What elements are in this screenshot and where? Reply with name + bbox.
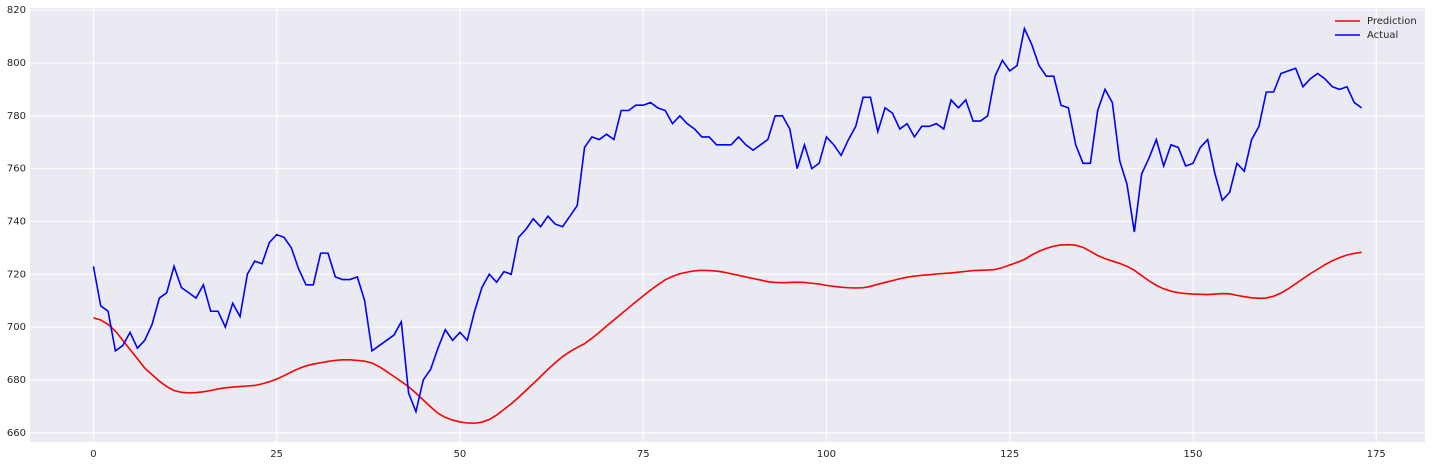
- y-tick-label: 680: [7, 375, 26, 386]
- plot-area: [30, 8, 1425, 442]
- y-tick-label: 740: [7, 216, 26, 227]
- legend-label: Actual: [1367, 30, 1398, 41]
- legend-label: Prediction: [1367, 16, 1417, 27]
- line-series: [92, 26, 1363, 415]
- y-tick-label: 820: [7, 5, 26, 16]
- x-tick-label: 175: [1367, 449, 1386, 460]
- y-tick-label: 780: [7, 111, 26, 122]
- y-tick-label: 760: [7, 164, 26, 175]
- line-series: [93, 243, 1362, 425]
- y-tick-label: 700: [7, 322, 26, 333]
- y-tick-label: 800: [7, 58, 26, 69]
- y-tick-label: 660: [7, 428, 26, 439]
- x-tick-label: 50: [454, 449, 467, 460]
- x-tick-label: 150: [1183, 449, 1202, 460]
- x-tick-label: 0: [90, 449, 96, 460]
- x-tick-label: 75: [637, 449, 650, 460]
- x-tick-label: 100: [817, 449, 836, 460]
- x-tick-label: 25: [270, 449, 283, 460]
- y-tick-label: 720: [7, 269, 26, 280]
- x-tick-label: 125: [1000, 449, 1019, 460]
